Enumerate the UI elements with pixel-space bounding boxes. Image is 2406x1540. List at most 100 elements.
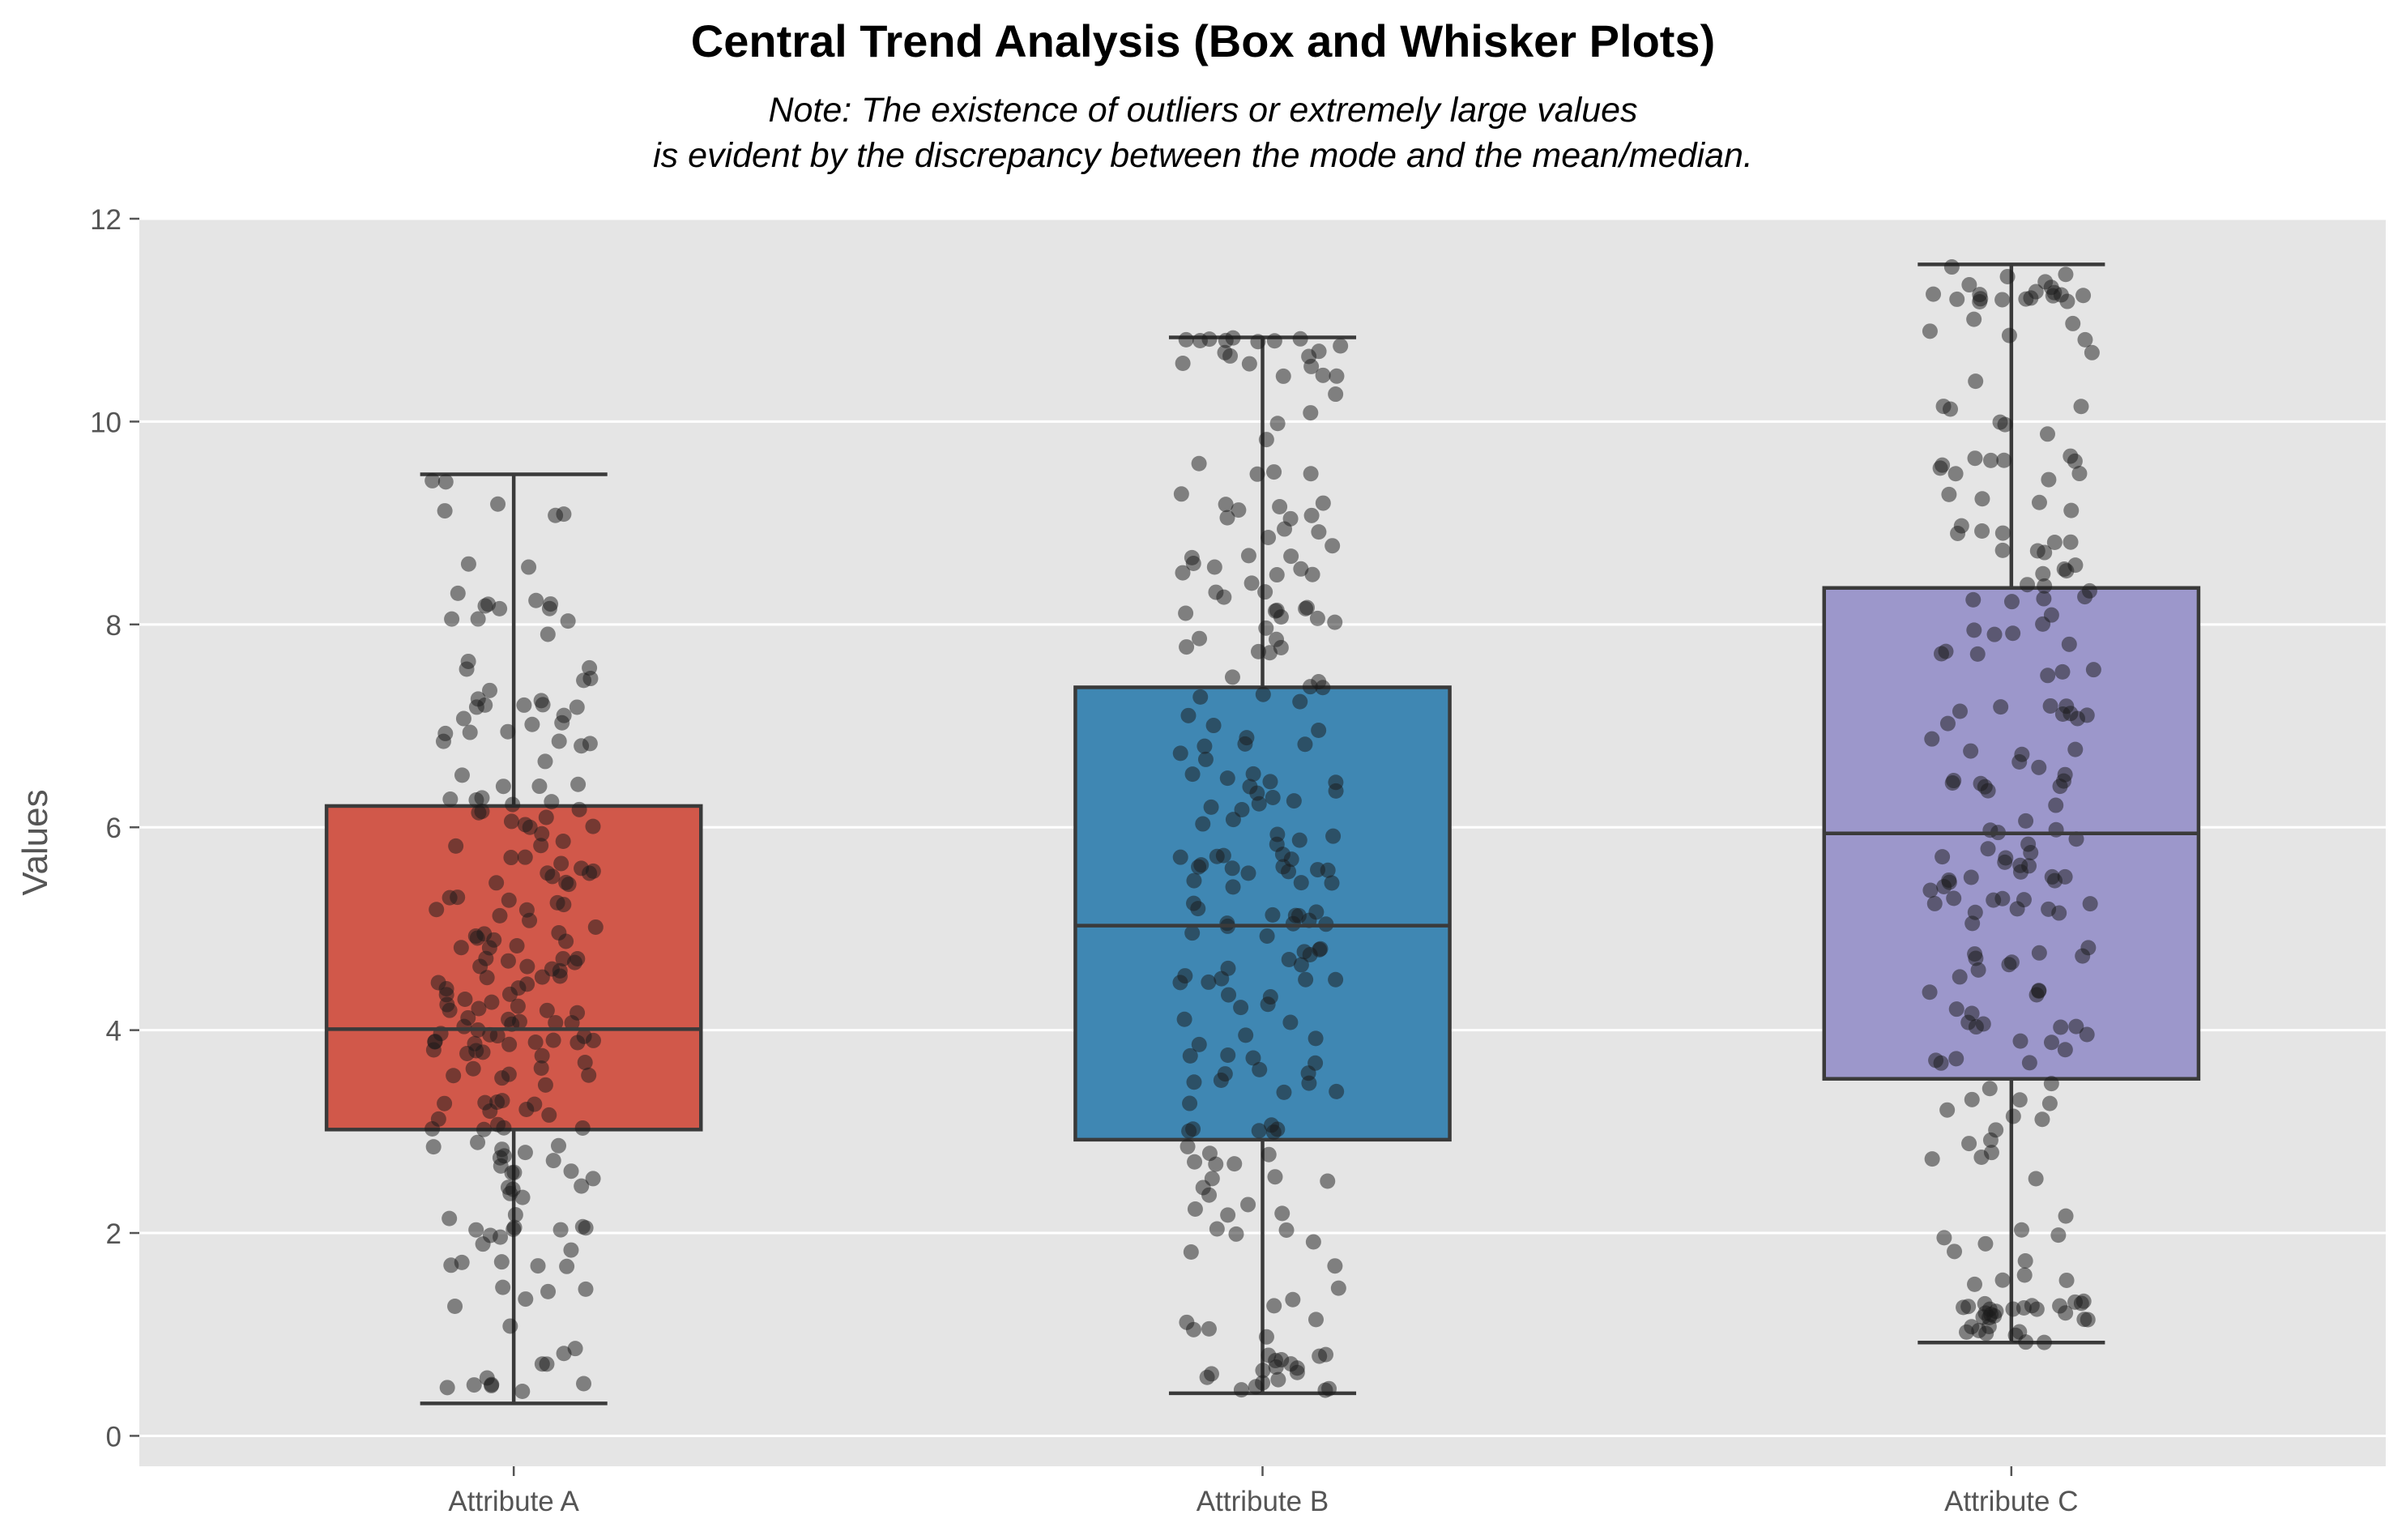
data-point — [530, 1258, 546, 1274]
data-point — [2018, 813, 2034, 829]
data-point — [1964, 1005, 1980, 1022]
data-point — [2058, 1272, 2075, 1288]
data-point — [570, 776, 587, 792]
data-point — [539, 1356, 555, 1372]
data-point — [2079, 707, 2095, 723]
data-point — [477, 1094, 493, 1111]
data-point — [1304, 566, 1320, 582]
data-point — [1966, 622, 1982, 638]
data-point — [2007, 1327, 2024, 1343]
data-point — [1277, 521, 1293, 537]
data-point — [484, 994, 500, 1010]
data-point — [1261, 645, 1278, 661]
data-point — [442, 791, 459, 808]
data-point — [460, 556, 476, 572]
data-point — [2041, 901, 2057, 917]
data-point — [468, 1222, 484, 1238]
data-point — [1994, 1272, 2011, 1288]
data-point — [528, 592, 544, 608]
data-point — [1265, 789, 1281, 805]
data-point — [539, 1002, 555, 1018]
data-point — [1924, 731, 1940, 747]
data-point — [514, 1383, 531, 1399]
data-point — [1215, 847, 1231, 864]
data-point — [518, 1291, 534, 1308]
data-point — [1301, 348, 1317, 365]
data-point — [1270, 1371, 1286, 1388]
data-point — [1186, 872, 1202, 889]
data-point — [482, 682, 498, 698]
data-point — [564, 1015, 580, 1031]
data-point — [1276, 1084, 1292, 1100]
data-point — [1244, 575, 1260, 591]
y-tick-label: 0 — [106, 1421, 122, 1453]
data-point — [1206, 559, 1222, 575]
data-point — [502, 1318, 518, 1334]
data-point — [453, 940, 469, 956]
data-point — [1192, 689, 1209, 705]
data-point — [1311, 722, 1327, 738]
data-point — [1296, 944, 1312, 960]
data-point — [585, 1171, 601, 1187]
data-point — [1195, 1180, 1211, 1196]
data-point — [1941, 486, 1957, 502]
data-point — [1249, 466, 1265, 482]
data-point — [2003, 954, 2020, 970]
data-point — [2053, 287, 2069, 303]
data-point — [2084, 344, 2100, 360]
data-point — [2031, 945, 2047, 961]
data-point — [1172, 849, 1188, 865]
data-point — [1255, 686, 1271, 702]
data-point — [1949, 291, 1965, 307]
data-point — [558, 933, 574, 949]
data-point — [545, 1032, 561, 1048]
data-point — [465, 1060, 481, 1077]
data-point — [1193, 857, 1209, 873]
data-point — [2050, 1227, 2067, 1244]
data-point — [527, 1034, 544, 1050]
data-point — [459, 661, 475, 677]
data-point — [581, 1067, 597, 1083]
data-point — [1982, 452, 1999, 468]
data-point — [560, 613, 576, 629]
data-point — [535, 697, 551, 713]
data-point — [1966, 1276, 1982, 1292]
data-point — [1327, 1258, 1343, 1274]
data-point — [1191, 1036, 1207, 1052]
data-point — [1952, 703, 1968, 719]
data-point — [2005, 1108, 2021, 1124]
data-point — [2031, 983, 2047, 999]
data-point — [442, 1210, 458, 1226]
data-point — [1981, 1309, 1997, 1325]
data-point — [501, 1036, 518, 1052]
data-point — [533, 1060, 549, 1077]
data-point — [1922, 882, 1939, 898]
data-point — [2052, 1298, 2068, 1314]
data-point — [1197, 738, 1213, 754]
data-point — [553, 855, 570, 872]
data-point — [2043, 1034, 2059, 1051]
data-point — [1994, 292, 2011, 308]
data-point — [1250, 643, 1266, 659]
data-point — [516, 697, 532, 713]
chart-title: Central Trend Analysis (Box and Whisker … — [690, 15, 1716, 66]
data-point — [1184, 925, 1201, 941]
data-point — [1238, 1027, 1254, 1043]
data-point — [1969, 646, 1986, 662]
data-point — [534, 1047, 550, 1064]
x-tick-label: Attribute A — [448, 1486, 579, 1517]
data-point — [2063, 502, 2080, 518]
data-point — [1970, 962, 1986, 978]
data-point — [1266, 464, 1282, 480]
data-point — [1293, 957, 1309, 973]
data-point — [1982, 1081, 1998, 1097]
data-point — [2003, 594, 2020, 610]
data-point — [455, 710, 471, 727]
data-point — [2017, 1253, 2033, 1269]
data-point — [1275, 368, 1291, 384]
data-point — [552, 962, 568, 979]
data-point — [2035, 565, 2051, 582]
data-point — [425, 1042, 442, 1058]
data-point — [1285, 1291, 1301, 1308]
